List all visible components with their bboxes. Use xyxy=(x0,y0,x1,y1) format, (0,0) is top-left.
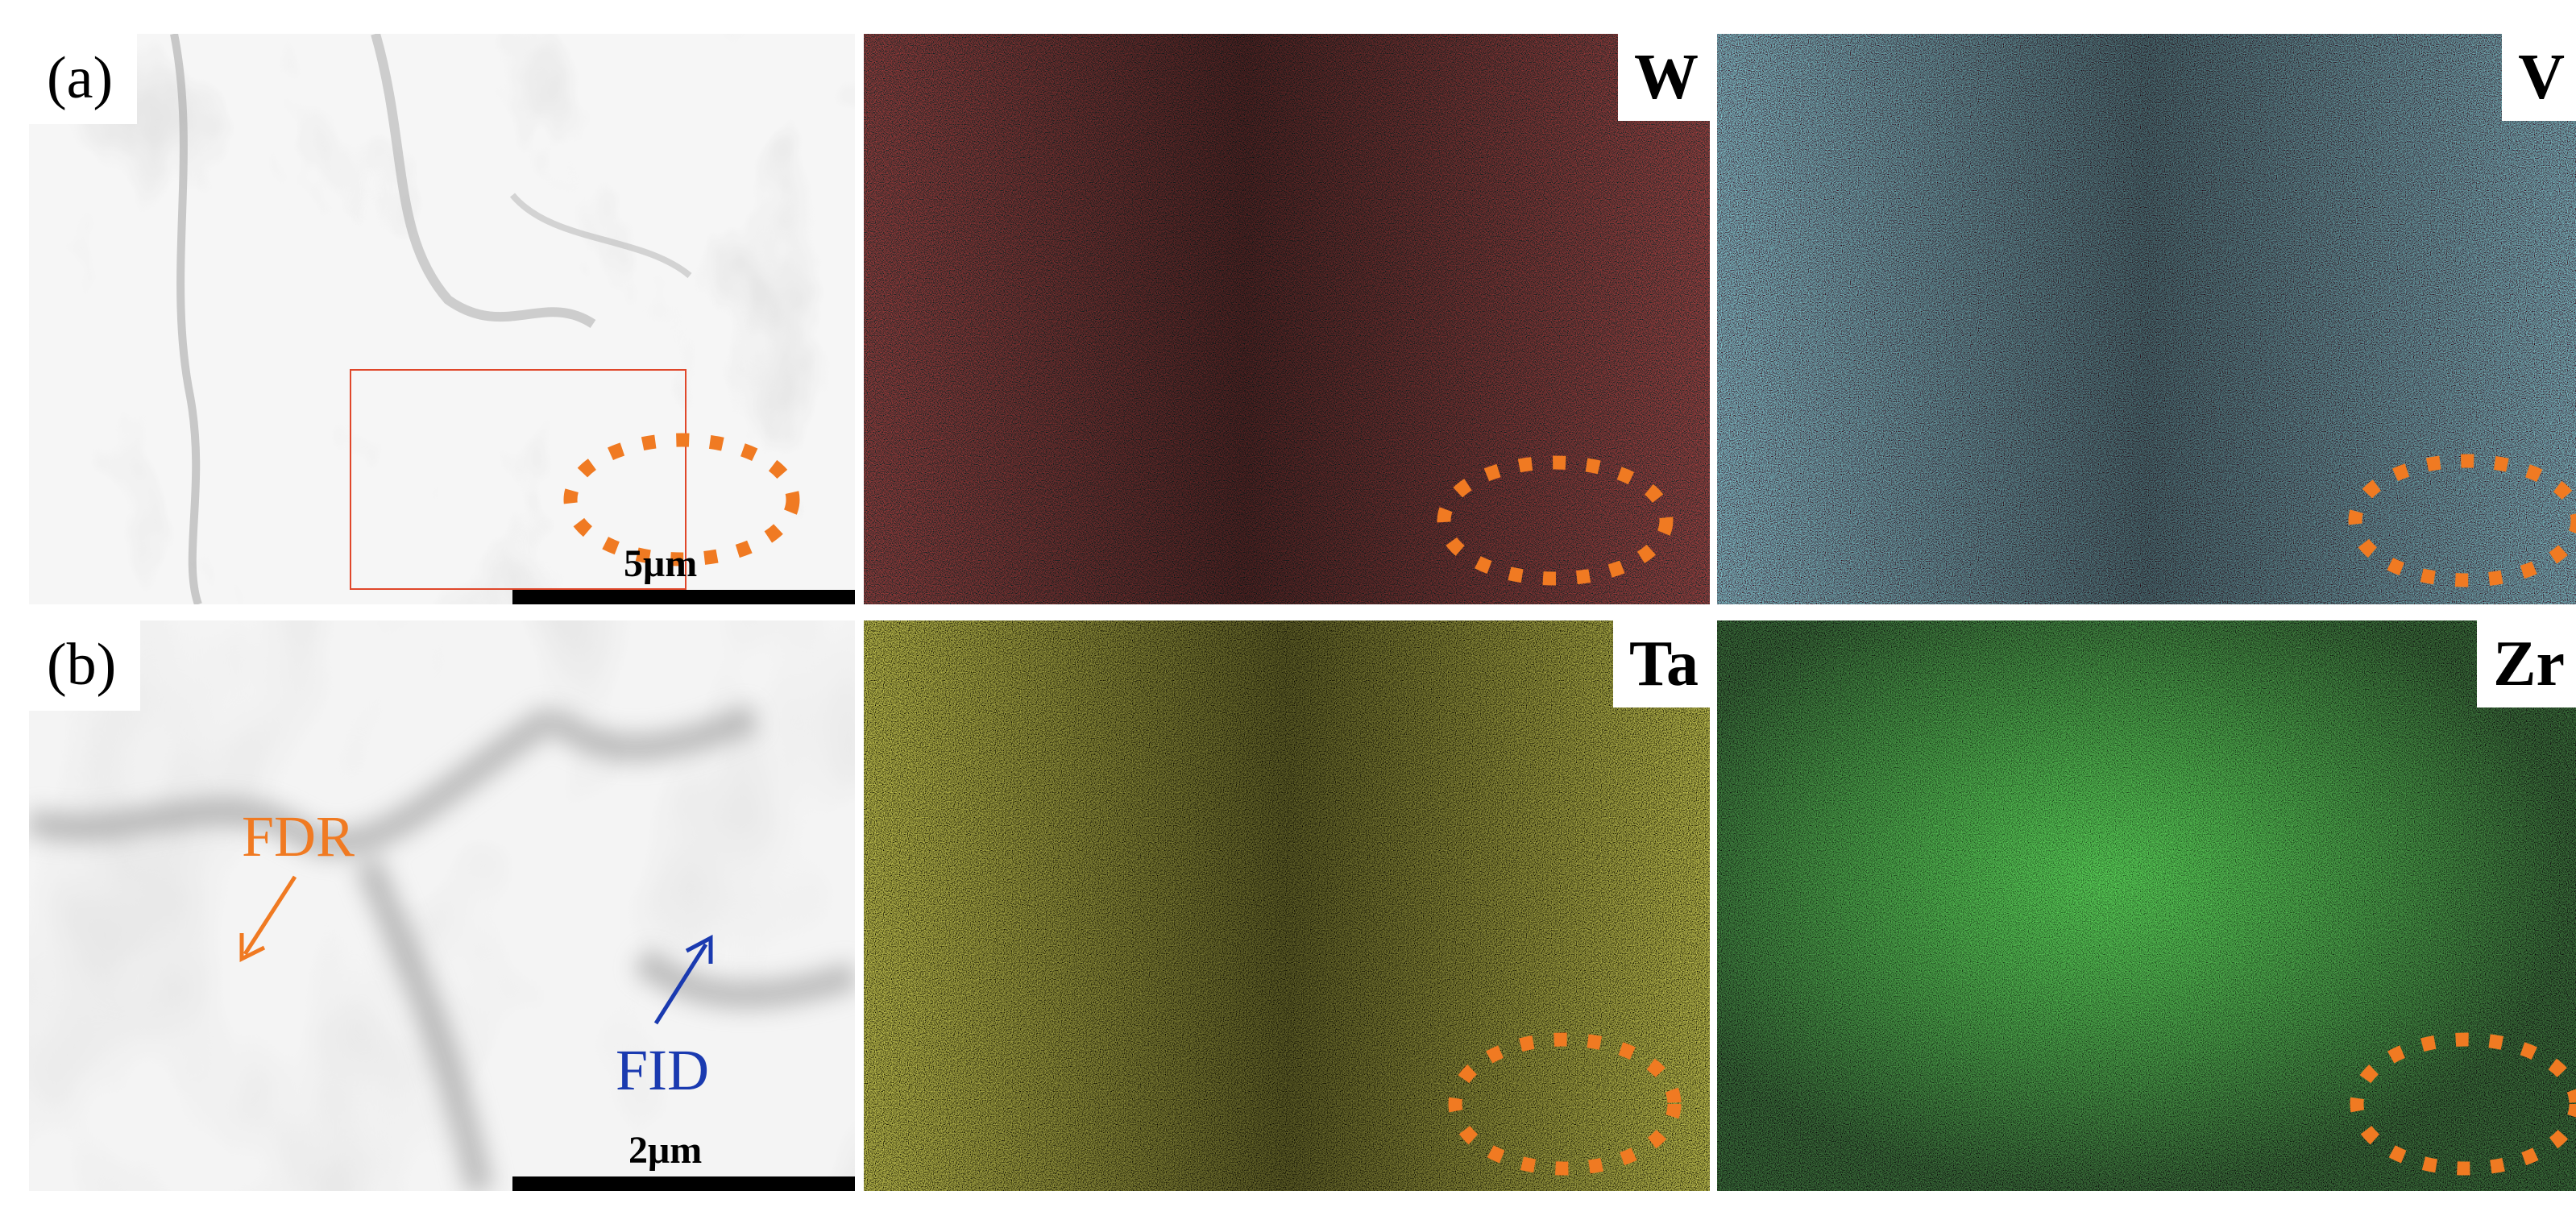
element-label-zr: Zr xyxy=(2477,620,2576,708)
eds-map-w: W xyxy=(864,34,1710,604)
element-label-ta: Ta xyxy=(1612,620,1710,708)
eds-map-v: V xyxy=(1717,34,2576,604)
sem-image-b: (b) FDR FID 2μm xyxy=(29,620,855,1191)
panel-label-b: (b) xyxy=(29,620,141,711)
eds-map-zr: Zr xyxy=(1717,620,2576,1191)
eds-map-ta: Ta xyxy=(864,620,1710,1191)
panel-label-a: (a) xyxy=(29,34,138,124)
scale-bar-label-a: 5μm xyxy=(624,542,698,585)
sem-texture-b xyxy=(29,620,855,1191)
fdr-label: FDR xyxy=(242,804,355,869)
sem-image-a: (a) 5μm xyxy=(29,34,855,604)
element-label-v: V xyxy=(2502,34,2576,121)
element-label-w: W xyxy=(1618,34,1710,121)
scale-bar-b xyxy=(512,1176,855,1191)
scale-bar-label-b: 2μm xyxy=(628,1129,703,1172)
w-map-texture xyxy=(864,34,1710,604)
zr-map-texture xyxy=(1717,620,2576,1191)
fid-label: FID xyxy=(616,1038,710,1102)
v-map-texture xyxy=(1717,34,2576,604)
ta-map-texture xyxy=(864,620,1710,1191)
sem-texture-a xyxy=(29,34,855,604)
scale-bar-a xyxy=(512,590,855,604)
